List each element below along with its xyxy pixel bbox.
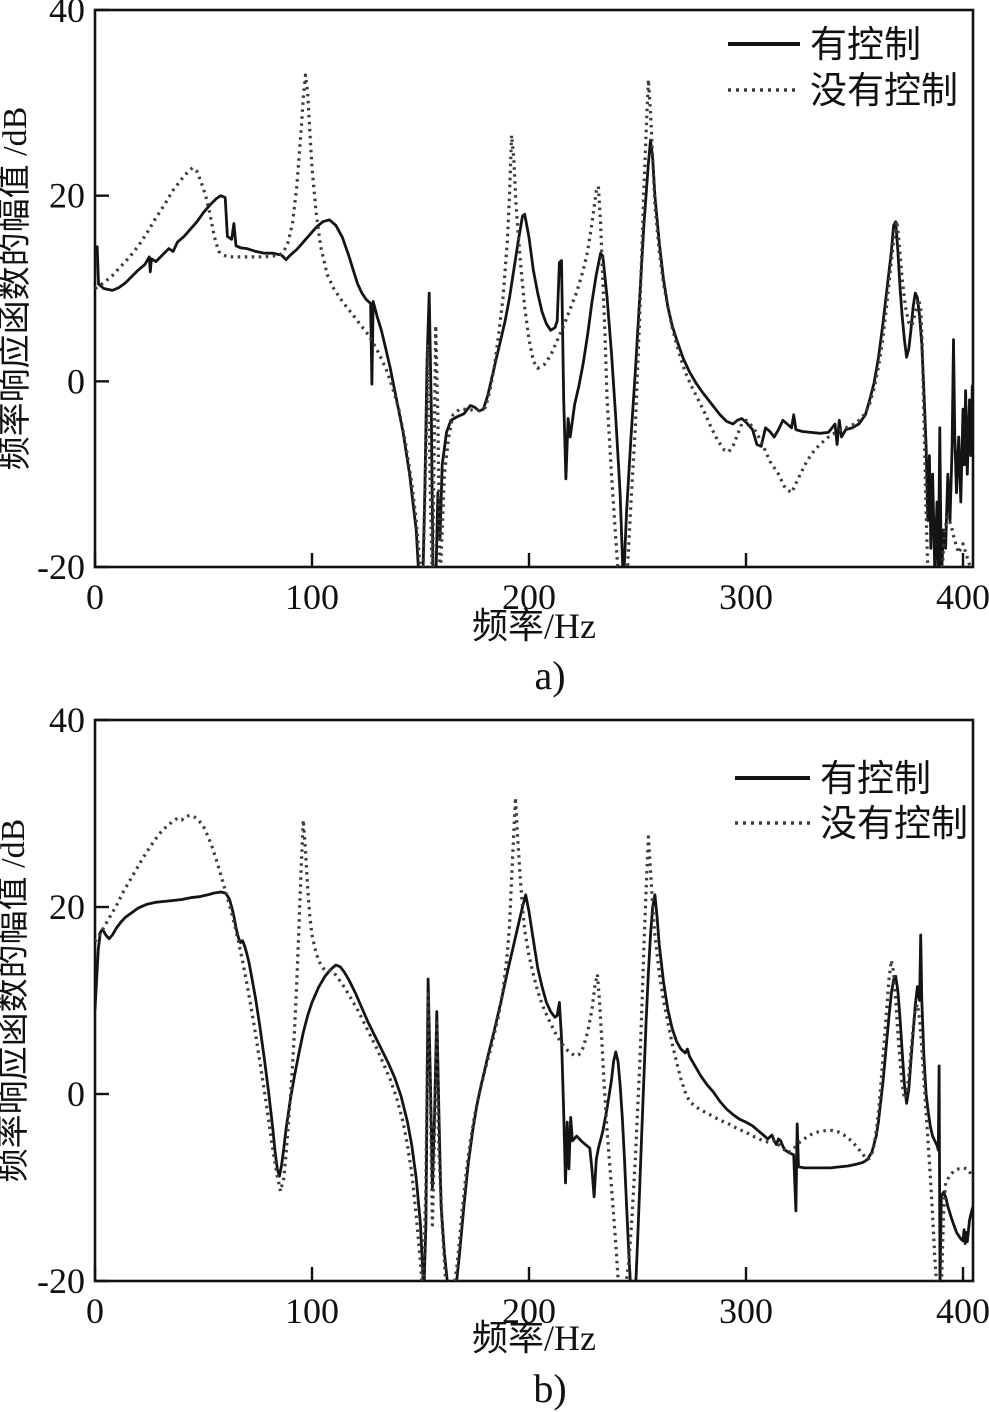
legend-with-control-label: 有控制 [820,758,931,800]
series-without-control [95,73,972,567]
x-axis-title: 频率/Hz [472,606,596,646]
subplot-label: a) [534,653,565,698]
y-axis-title: 频率响应函数的幅值 /dB [0,819,32,1183]
y-tick-label: -20 [37,547,85,587]
y-tick-label: 40 [49,706,85,740]
y-tick-label: 0 [67,361,85,401]
chart-a: 0 100 200 300 400 40 20 0 -20 频率/Hz 频率响应函数的幅值 /dB a… [0,0,989,698]
x-tick-label: 100 [285,1291,339,1331]
x-tick-label: 100 [285,577,339,617]
y-tick-label: 20 [49,176,85,216]
series-with-control [95,138,973,567]
x-tick-label: 200 [502,577,556,617]
x-tick-label: 400 [936,1291,989,1331]
y-tick-label: -20 [37,1261,85,1301]
x-tick-label: 300 [719,577,773,617]
chart-b: 0 100 200 300 400 40 20 0 -20 频率/Hz 频率响应函数的幅值 /dB b… [0,706,989,1412]
x-tick-label: 300 [719,1291,773,1331]
x-tick-label: 400 [936,577,989,617]
x-tick-label: 200 [502,1291,556,1331]
legend-with-control-label: 有控制 [810,24,921,66]
legend-without-control-label: 没有控制 [810,70,958,112]
x-tick-label: 0 [86,1291,104,1331]
y-tick-label: 40 [49,0,85,30]
series-with-control [95,890,973,1281]
subplot-label: b) [533,1366,566,1411]
x-axis-title: 频率/Hz [472,1318,596,1358]
y-tick-label: 20 [49,887,85,927]
legend-without-control-label: 没有控制 [820,803,968,845]
series-without-control [95,795,973,1281]
x-tick-label: 0 [86,577,104,617]
y-tick-label: 0 [67,1074,85,1114]
y-axis-title: 频率响应函数的幅值 /dB [0,107,34,471]
